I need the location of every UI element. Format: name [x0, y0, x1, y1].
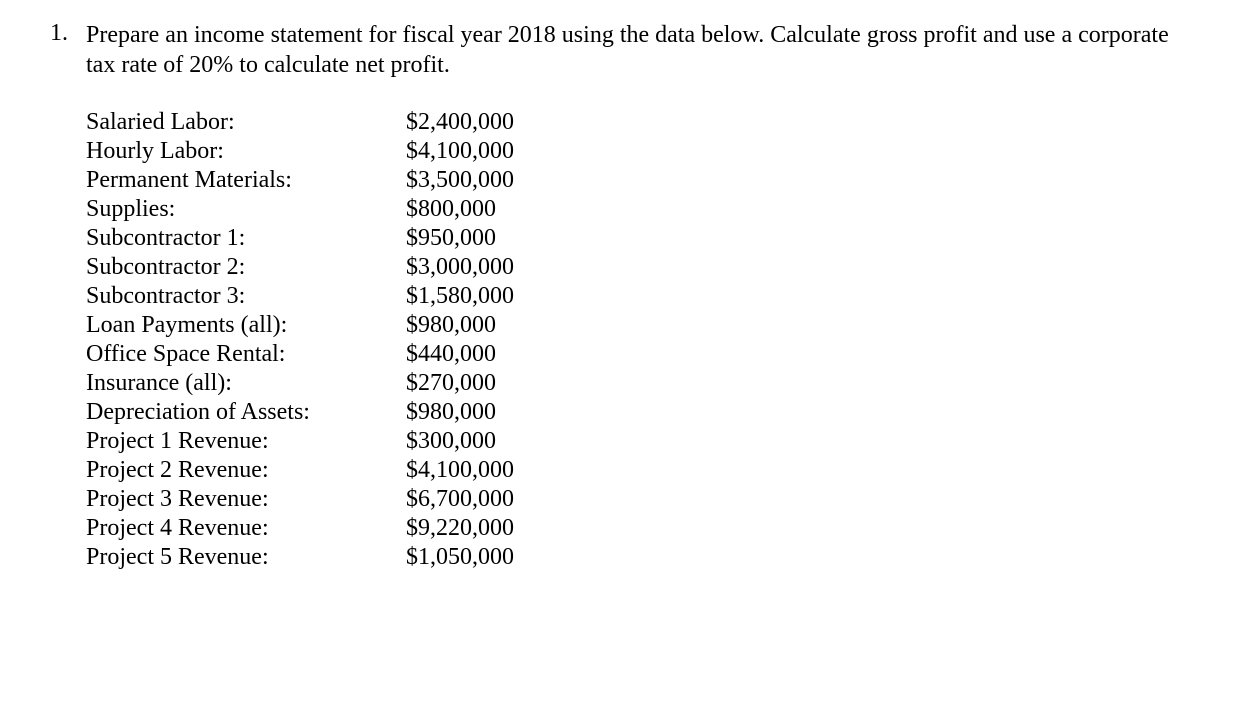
data-item-label: Subcontractor 2: [86, 253, 386, 282]
table-row: Project 1 Revenue:$300,000 [86, 427, 514, 456]
data-item-label: Project 4 Revenue: [86, 514, 386, 543]
table-row: Hourly Labor:$4,100,000 [86, 137, 514, 166]
data-item-label: Insurance (all): [86, 369, 386, 398]
data-item-label: Depreciation of Assets: [86, 398, 386, 427]
question-wrapper: 1. Prepare an income statement for fisca… [40, 20, 1194, 572]
data-item-label: Subcontractor 1: [86, 224, 386, 253]
question-number: 1. [40, 20, 68, 47]
table-row: Subcontractor 2:$3,000,000 [86, 253, 514, 282]
table-row: Office Space Rental:$440,000 [86, 340, 514, 369]
data-item-value: $1,050,000 [386, 543, 514, 572]
data-item-value: $4,100,000 [386, 137, 514, 166]
table-row: Insurance (all):$270,000 [86, 369, 514, 398]
table-row: Project 3 Revenue:$6,700,000 [86, 485, 514, 514]
data-item-label: Project 5 Revenue: [86, 543, 386, 572]
data-item-value: $980,000 [386, 311, 514, 340]
data-item-label: Office Space Rental: [86, 340, 386, 369]
data-item-label: Permanent Materials: [86, 166, 386, 195]
data-item-label: Subcontractor 3: [86, 282, 386, 311]
table-row: Subcontractor 1:$950,000 [86, 224, 514, 253]
data-item-value: $300,000 [386, 427, 514, 456]
data-item-value: $950,000 [386, 224, 514, 253]
question-content: Prepare an income statement for fiscal y… [86, 20, 1194, 572]
data-item-label: Project 1 Revenue: [86, 427, 386, 456]
data-item-value: $6,700,000 [386, 485, 514, 514]
data-item-label: Project 3 Revenue: [86, 485, 386, 514]
data-item-value: $1,580,000 [386, 282, 514, 311]
data-item-label: Project 2 Revenue: [86, 456, 386, 485]
table-row: Depreciation of Assets:$980,000 [86, 398, 514, 427]
data-item-value: $270,000 [386, 369, 514, 398]
data-item-value: $9,220,000 [386, 514, 514, 543]
table-row: Project 4 Revenue:$9,220,000 [86, 514, 514, 543]
table-row: Salaried Labor:$2,400,000 [86, 108, 514, 137]
data-item-label: Supplies: [86, 195, 386, 224]
table-row: Project 2 Revenue:$4,100,000 [86, 456, 514, 485]
data-item-label: Salaried Labor: [86, 108, 386, 137]
data-table: Salaried Labor:$2,400,000Hourly Labor:$4… [86, 108, 514, 572]
data-item-label: Loan Payments (all): [86, 311, 386, 340]
table-row: Supplies:$800,000 [86, 195, 514, 224]
data-item-value: $3,000,000 [386, 253, 514, 282]
data-item-label: Hourly Labor: [86, 137, 386, 166]
data-item-value: $980,000 [386, 398, 514, 427]
data-item-value: $440,000 [386, 340, 514, 369]
data-item-value: $3,500,000 [386, 166, 514, 195]
question-text: Prepare an income statement for fiscal y… [86, 20, 1194, 80]
data-item-value: $800,000 [386, 195, 514, 224]
table-row: Project 5 Revenue:$1,050,000 [86, 543, 514, 572]
table-row: Loan Payments (all):$980,000 [86, 311, 514, 340]
data-item-value: $4,100,000 [386, 456, 514, 485]
table-row: Subcontractor 3:$1,580,000 [86, 282, 514, 311]
table-row: Permanent Materials:$3,500,000 [86, 166, 514, 195]
data-item-value: $2,400,000 [386, 108, 514, 137]
